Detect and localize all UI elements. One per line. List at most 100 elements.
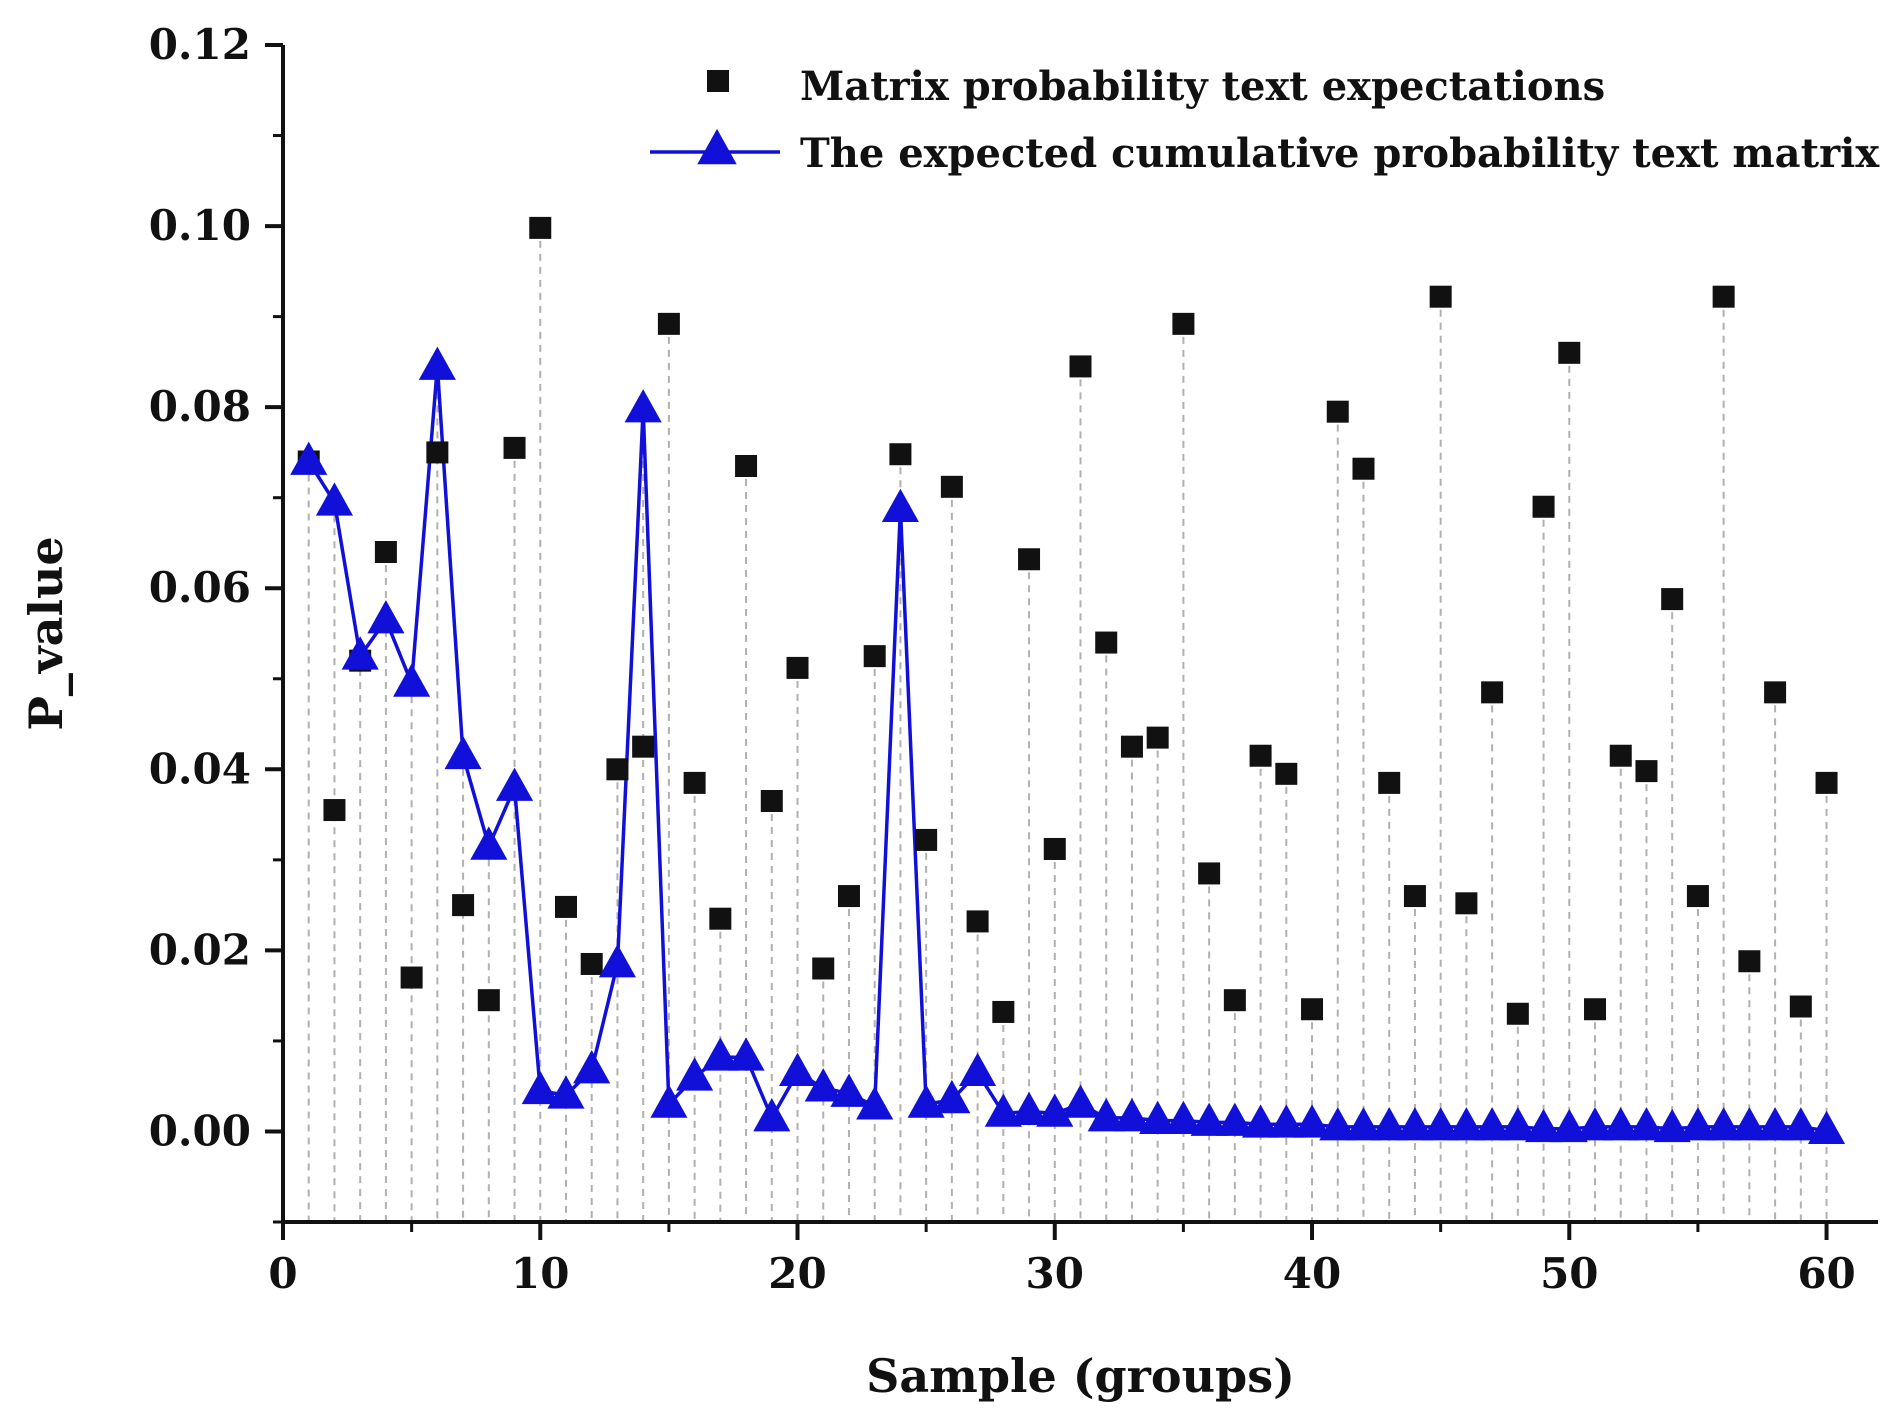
expectation-point	[632, 735, 655, 758]
cumulative-point	[1010, 1091, 1048, 1125]
cumulative-point	[1602, 1107, 1640, 1141]
cumulative-point	[1370, 1107, 1408, 1141]
legend-label-expectations: Matrix probability text expectations	[800, 63, 1605, 110]
expectation-point	[400, 966, 423, 989]
y-tick-label: 0.12	[149, 20, 251, 69]
cumulative-point	[1756, 1107, 1794, 1141]
expectation-point	[657, 312, 680, 335]
legend-square-marker	[707, 70, 729, 92]
cumulative-point	[290, 441, 328, 475]
expectation-point	[1661, 588, 1684, 611]
cumulative-point	[1216, 1102, 1254, 1136]
x-tick-label: 30	[1026, 1249, 1084, 1298]
expectation-point	[323, 799, 346, 822]
expectation-point	[1609, 744, 1632, 767]
legend: Matrix probability text expectations The…	[650, 63, 1880, 177]
expectation-point	[1738, 950, 1761, 973]
expectation-point	[683, 771, 706, 794]
cumulative-point	[1061, 1084, 1100, 1118]
cumulative-point	[573, 1050, 611, 1084]
y-tick-label: 0.08	[149, 382, 251, 431]
expectation-point	[837, 885, 860, 908]
expectation-point	[709, 907, 732, 930]
cumulative-point	[676, 1057, 714, 1091]
expectation-point	[863, 645, 886, 668]
cumulative-point	[393, 663, 431, 697]
cumulative-point	[1036, 1093, 1074, 1127]
x-tick-label: 0	[268, 1249, 297, 1298]
expectation-point	[1146, 726, 1169, 749]
cumulative-point	[1164, 1100, 1202, 1135]
cumulative-point	[778, 1052, 817, 1087]
expectation-point	[966, 910, 989, 933]
expectation-point	[1789, 995, 1812, 1018]
cumulative-point	[547, 1075, 585, 1109]
cumulative-point	[984, 1093, 1022, 1127]
cumulative-point	[907, 1084, 945, 1118]
cumulative-point	[881, 488, 919, 522]
cumulative-point	[1499, 1107, 1537, 1141]
axes: 0 10 20 30 40 50 60 0.00 0.02 0.04 0.06 0.08 0.10 0.1…	[149, 20, 1878, 1298]
cumulative-point	[1679, 1107, 1717, 1141]
expectation-point	[1455, 892, 1478, 915]
cumulative-point	[1293, 1104, 1331, 1138]
cumulative-markers	[290, 346, 1846, 1144]
expectation-point	[606, 758, 629, 781]
cumulative-point	[444, 735, 482, 770]
expectation-point	[503, 436, 526, 459]
drop-lines	[307, 227, 1828, 1222]
cumulative-point	[315, 482, 354, 516]
expectation-point	[1403, 885, 1426, 908]
expectation-point	[1712, 285, 1735, 308]
expectation-point	[554, 895, 577, 918]
expectation-point	[1429, 285, 1452, 308]
y-tick-label: 0.04	[149, 744, 251, 793]
expectation-point	[374, 541, 397, 564]
cumulative-point	[495, 767, 534, 801]
expectation-point	[1352, 457, 1375, 480]
expectation-point	[760, 789, 783, 812]
expectation-point	[889, 443, 912, 466]
expectation-point	[1172, 312, 1195, 335]
x-axis-title: Sample (groups)	[866, 1349, 1295, 1403]
cumulative-point	[1422, 1107, 1460, 1141]
cumulative-point	[1550, 1108, 1588, 1143]
cumulative-point	[701, 1037, 739, 1071]
x-tick-label: 50	[1540, 1249, 1598, 1298]
cumulative-point	[1087, 1098, 1125, 1132]
cumulative-point	[1807, 1110, 1846, 1144]
cumulative-point	[1730, 1107, 1768, 1141]
cumulative-point	[1447, 1107, 1485, 1141]
cumulative-point	[753, 1098, 791, 1132]
expectation-point	[1635, 760, 1658, 783]
cumulative-point	[470, 826, 508, 860]
expectation-point	[1301, 998, 1324, 1021]
x-tick-label: 20	[768, 1249, 826, 1298]
expectation-point	[1378, 771, 1401, 794]
cumulative-point	[341, 636, 379, 670]
cumulative-point	[1396, 1107, 1434, 1141]
cumulative-point	[1653, 1108, 1691, 1143]
expectation-point	[992, 1000, 1015, 1023]
expectation-point	[786, 656, 809, 679]
expectation-point	[580, 952, 603, 975]
cumulative-point	[856, 1086, 894, 1120]
expectation-point	[1584, 998, 1607, 1021]
y-tick-label: 0.10	[149, 201, 251, 250]
cumulative-point	[727, 1037, 765, 1071]
expectation-point	[452, 894, 475, 917]
cumulative-point	[1319, 1107, 1357, 1141]
cumulative-point	[1525, 1108, 1563, 1143]
expectation-point	[477, 989, 500, 1012]
expectation-point	[1275, 762, 1298, 785]
cumulative-point	[830, 1073, 868, 1107]
expectation-point	[1043, 837, 1066, 860]
expectation-point	[1481, 681, 1504, 704]
cumulative-point	[1473, 1107, 1511, 1141]
expectation-point	[1764, 681, 1787, 704]
expectation-point	[529, 216, 552, 239]
cumulative-point	[959, 1052, 997, 1087]
expectation-point	[1223, 989, 1246, 1012]
cumulative-point	[1782, 1107, 1820, 1141]
